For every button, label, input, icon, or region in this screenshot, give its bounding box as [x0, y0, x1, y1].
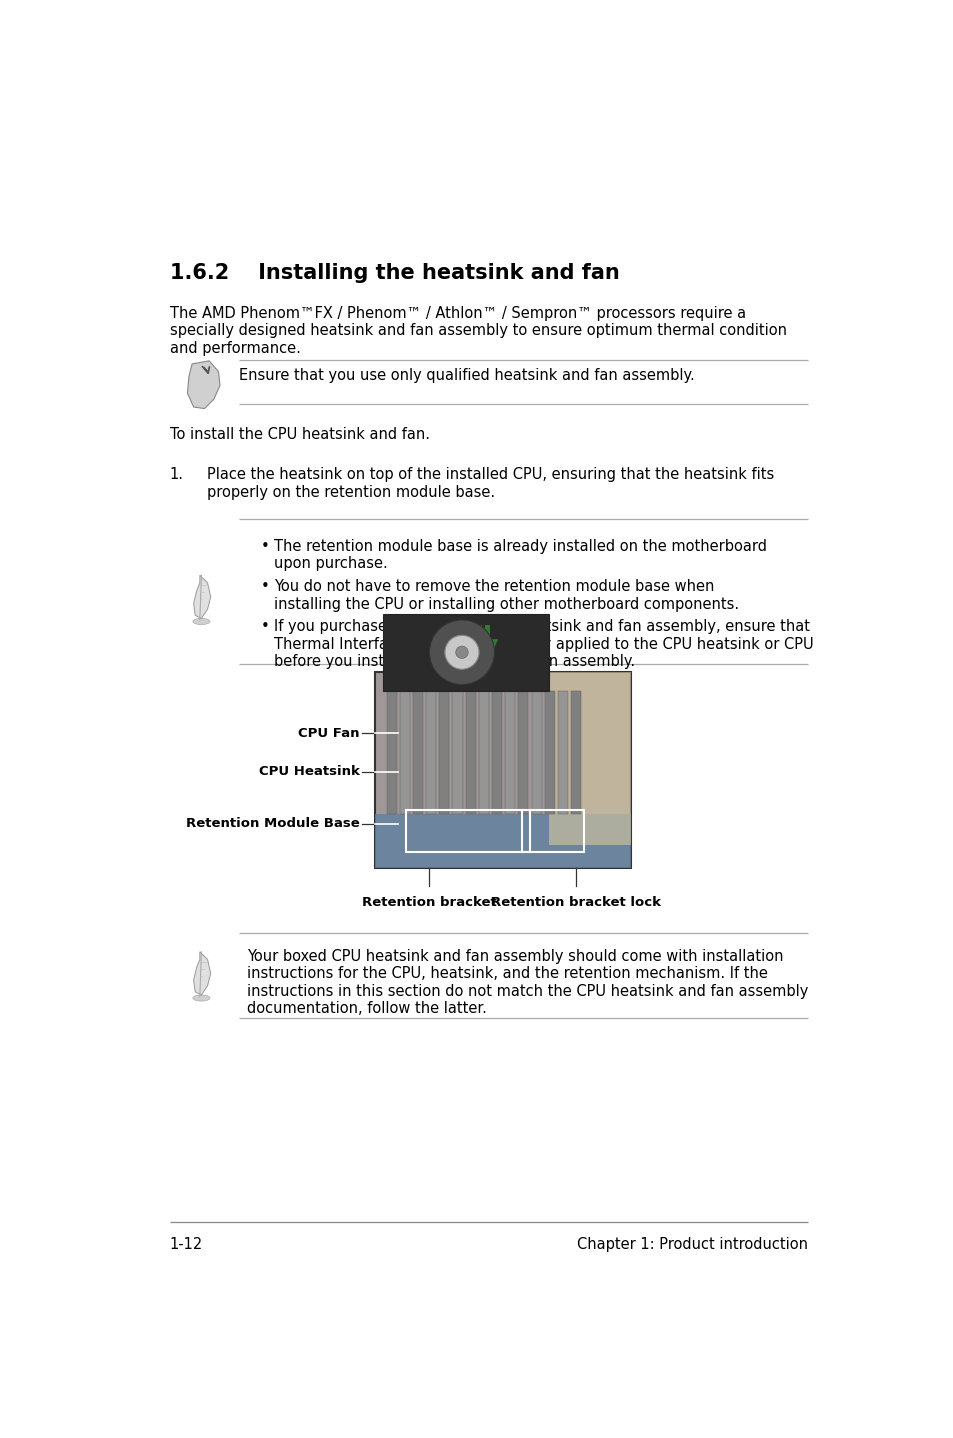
Bar: [382, 614, 548, 690]
Polygon shape: [193, 575, 211, 618]
Bar: [439, 690, 449, 814]
Bar: [478, 690, 488, 814]
Text: Retention bracket: Retention bracket: [361, 896, 497, 909]
Text: If you purchased a separate CPU heatsink and fan assembly, ensure that
Thermal I: If you purchased a separate CPU heatsink…: [274, 620, 813, 669]
Text: You do not have to remove the retention module base when
installing the CPU or i: You do not have to remove the retention …: [274, 580, 739, 611]
Text: Chapter 1: Product introduction: Chapter 1: Product introduction: [577, 1238, 807, 1252]
Text: The AMD Phenom™FX / Phenom™ / Athlon™ / Sempron™ processors require a
specially : The AMD Phenom™FX / Phenom™ / Athlon™ / …: [170, 306, 786, 355]
Text: •: •: [261, 620, 270, 634]
Bar: [558, 690, 567, 814]
Bar: [399, 690, 410, 814]
Bar: [492, 690, 501, 814]
Text: Retention Module Base: Retention Module Base: [186, 817, 359, 831]
Bar: [521, 810, 583, 853]
Text: Place the heatsink on top of the installed CPU, ensuring that the heatsink fits
: Place the heatsink on top of the install…: [207, 467, 773, 500]
Bar: [517, 690, 528, 814]
Bar: [544, 690, 555, 814]
Bar: [452, 690, 462, 814]
Text: •: •: [261, 539, 270, 554]
Circle shape: [456, 646, 468, 659]
Bar: [375, 814, 630, 869]
Text: Retention bracket lock: Retention bracket lock: [491, 896, 660, 909]
Text: CPU Heatsink: CPU Heatsink: [258, 765, 359, 778]
Ellipse shape: [193, 995, 210, 1001]
Bar: [386, 690, 396, 814]
Bar: [531, 690, 541, 814]
Text: Ensure that you use only qualified heatsink and fan assembly.: Ensure that you use only qualified heats…: [239, 368, 695, 383]
Text: CPU Fan: CPU Fan: [297, 726, 359, 739]
Circle shape: [444, 636, 478, 669]
Bar: [484, 626, 490, 643]
Polygon shape: [468, 638, 497, 672]
Bar: [476, 626, 481, 643]
Bar: [465, 690, 476, 814]
Polygon shape: [187, 361, 220, 408]
Ellipse shape: [193, 618, 210, 624]
Text: To install the CPU heatsink and fan.: To install the CPU heatsink and fan.: [170, 427, 429, 441]
Bar: [406, 810, 530, 853]
Bar: [571, 690, 580, 814]
Bar: [413, 690, 422, 814]
Text: •: •: [261, 580, 270, 594]
Text: Your boxed CPU heatsink and fan assembly should come with installation
instructi: Your boxed CPU heatsink and fan assembly…: [247, 949, 807, 1015]
Bar: [375, 672, 630, 869]
Polygon shape: [193, 952, 211, 995]
Text: 1.: 1.: [170, 467, 183, 483]
Text: 1.6.2    Installing the heatsink and fan: 1.6.2 Installing the heatsink and fan: [170, 263, 618, 283]
Bar: [505, 690, 515, 814]
Bar: [426, 690, 436, 814]
Circle shape: [429, 620, 494, 684]
Text: 1-12: 1-12: [170, 1238, 203, 1252]
Bar: [548, 672, 630, 844]
Text: The retention module base is already installed on the motherboard
upon purchase.: The retention module base is already ins…: [274, 539, 766, 571]
